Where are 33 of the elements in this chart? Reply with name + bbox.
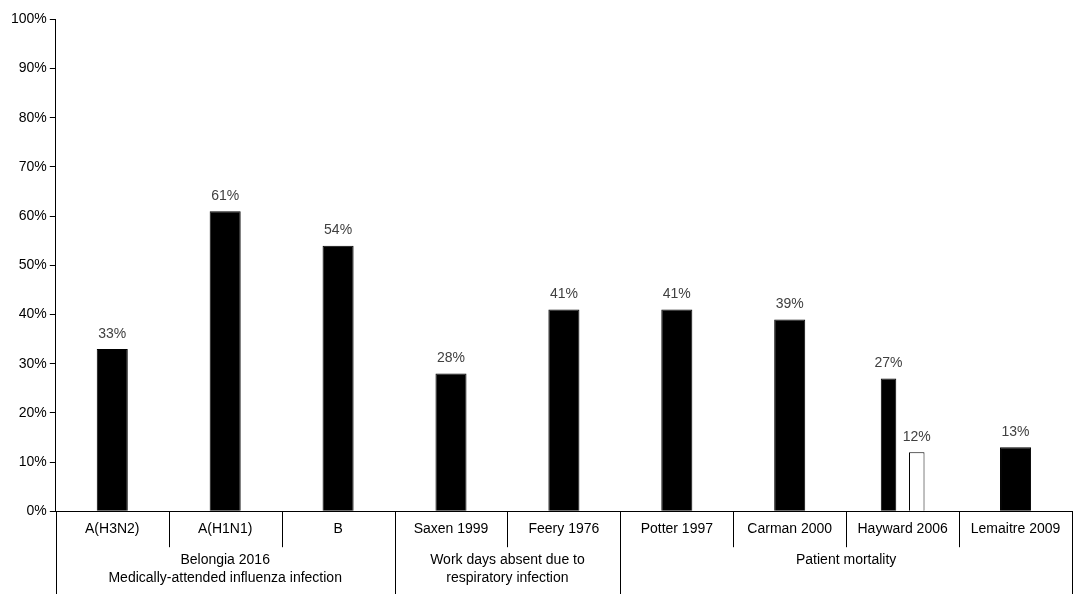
- data-label: 41%: [549, 285, 578, 302]
- data-label: 39%: [775, 295, 804, 312]
- x-tick-label: Potter 1997: [640, 520, 714, 537]
- y-tick-label: 100%: [10, 10, 47, 27]
- data-label: 28%: [436, 349, 466, 366]
- text: Work days absent due to respiratory infection: [430, 551, 585, 586]
- data-label: 61%: [211, 187, 240, 204]
- data-label: 13%: [1001, 423, 1030, 440]
- data-label: 12%: [902, 428, 931, 445]
- y-tick-label: 80%: [18, 108, 47, 125]
- data-label: 27%: [874, 354, 903, 371]
- text: Belongia 2016 Medically-attended influenza infection: [108, 551, 342, 586]
- text: Patient mortality: [795, 551, 897, 568]
- y-tick-label: 30%: [18, 354, 47, 371]
- x-tick-label: Hayward 2006: [857, 520, 948, 537]
- y-tick-label: 60%: [18, 206, 47, 223]
- x-tick-label: Feery 1976: [528, 520, 600, 537]
- x-tick-label: A(H1N1): [197, 520, 253, 537]
- x-tick-label: B: [333, 520, 343, 537]
- y-tick-label: 70%: [18, 157, 47, 174]
- data-label: 54%: [324, 221, 353, 238]
- x-tick-label: Saxen 1999: [413, 520, 489, 537]
- x-tick-label: Carman 2000: [747, 520, 833, 537]
- x-tick-label: A(H3N2): [85, 520, 140, 537]
- data-label: 41%: [662, 285, 691, 302]
- y-tick-label: 40%: [18, 305, 47, 322]
- y-tick-label: 50%: [18, 256, 47, 273]
- x-tick-label: Lemaitre 2009: [970, 520, 1061, 537]
- y-tick-label: 90%: [18, 59, 47, 76]
- data-label: 33%: [98, 324, 127, 341]
- y-tick-label: 20%: [18, 403, 47, 420]
- y-tick-label: 10%: [18, 452, 47, 469]
- y-tick-label: 0%: [26, 502, 47, 519]
